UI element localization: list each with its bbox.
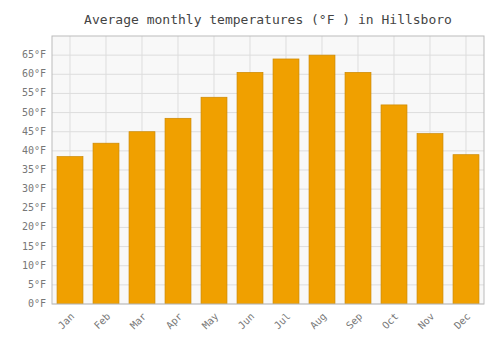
x-tick-label: Feb [92, 311, 113, 332]
chart-container: 0°F 5°F 10°F 15°F 20°F 25°F 30°F 35°F 40°F 45°F 50… [0, 0, 500, 350]
y-tick-label: 5°F [28, 279, 46, 290]
title: Average monthly temperatures (°F ) in Hi… [84, 12, 452, 27]
y-tick-label: 55°F [22, 87, 46, 98]
y-tick-label: 60°F [22, 68, 46, 79]
axes: 0°F 5°F 10°F 15°F 20°F 25°F 30°F 35°F 40°F 45°F 50… [22, 49, 473, 331]
y-grid-line [52, 112, 484, 113]
bar [165, 118, 191, 304]
x-tick-label: Oct [380, 311, 401, 332]
bar [129, 132, 155, 304]
y-tick-label: 10°F [22, 260, 46, 271]
y-tick-label: 0°F [28, 298, 46, 309]
x-tick-label: Nov [416, 311, 437, 332]
y-tick-label: 40°F [22, 145, 46, 156]
bar [381, 105, 407, 304]
grid [52, 36, 484, 304]
bar [273, 59, 299, 304]
x-tick-label: Jul [272, 311, 293, 332]
bar [417, 134, 443, 304]
x-tick-label: Sep [344, 311, 365, 332]
y-tick-label: 25°F [22, 202, 46, 213]
bar [57, 157, 83, 304]
y-grid-line [52, 93, 484, 94]
y-tick-label: 45°F [22, 126, 46, 137]
y-tick-label: 15°F [22, 241, 46, 252]
y-tick-label: 50°F [22, 107, 46, 118]
y-grid-line [52, 131, 484, 132]
bar [453, 155, 479, 304]
plot-frame [52, 36, 484, 304]
y-tick-label: 30°F [22, 183, 46, 194]
bars [57, 55, 479, 304]
x-tick-label: Aug [308, 311, 329, 332]
y-tick-label: 65°F [22, 49, 46, 60]
plot-area [52, 36, 484, 304]
chart-svg: 0°F 5°F 10°F 15°F 20°F 25°F 30°F 35°F 40°F 45°F 50… [0, 0, 500, 350]
x-tick-label: Mar [128, 311, 149, 332]
y-grid-line [52, 74, 484, 75]
x-tick-label: Dec [452, 311, 473, 332]
bar [93, 143, 119, 304]
bar [309, 55, 335, 304]
page: {"chart_data": {"type": "bar", "title": … [0, 0, 500, 350]
bar [237, 72, 263, 304]
y-grid-line [52, 55, 484, 56]
y-tick-label: 20°F [22, 221, 46, 232]
x-tick-label: Jun [236, 311, 257, 332]
bar [201, 97, 227, 304]
x-tick-label: May [200, 311, 221, 332]
x-tick-label: Apr [164, 311, 185, 332]
bar [345, 72, 371, 304]
y-tick-label: 35°F [22, 164, 46, 175]
x-tick-label: Jan [56, 311, 77, 332]
